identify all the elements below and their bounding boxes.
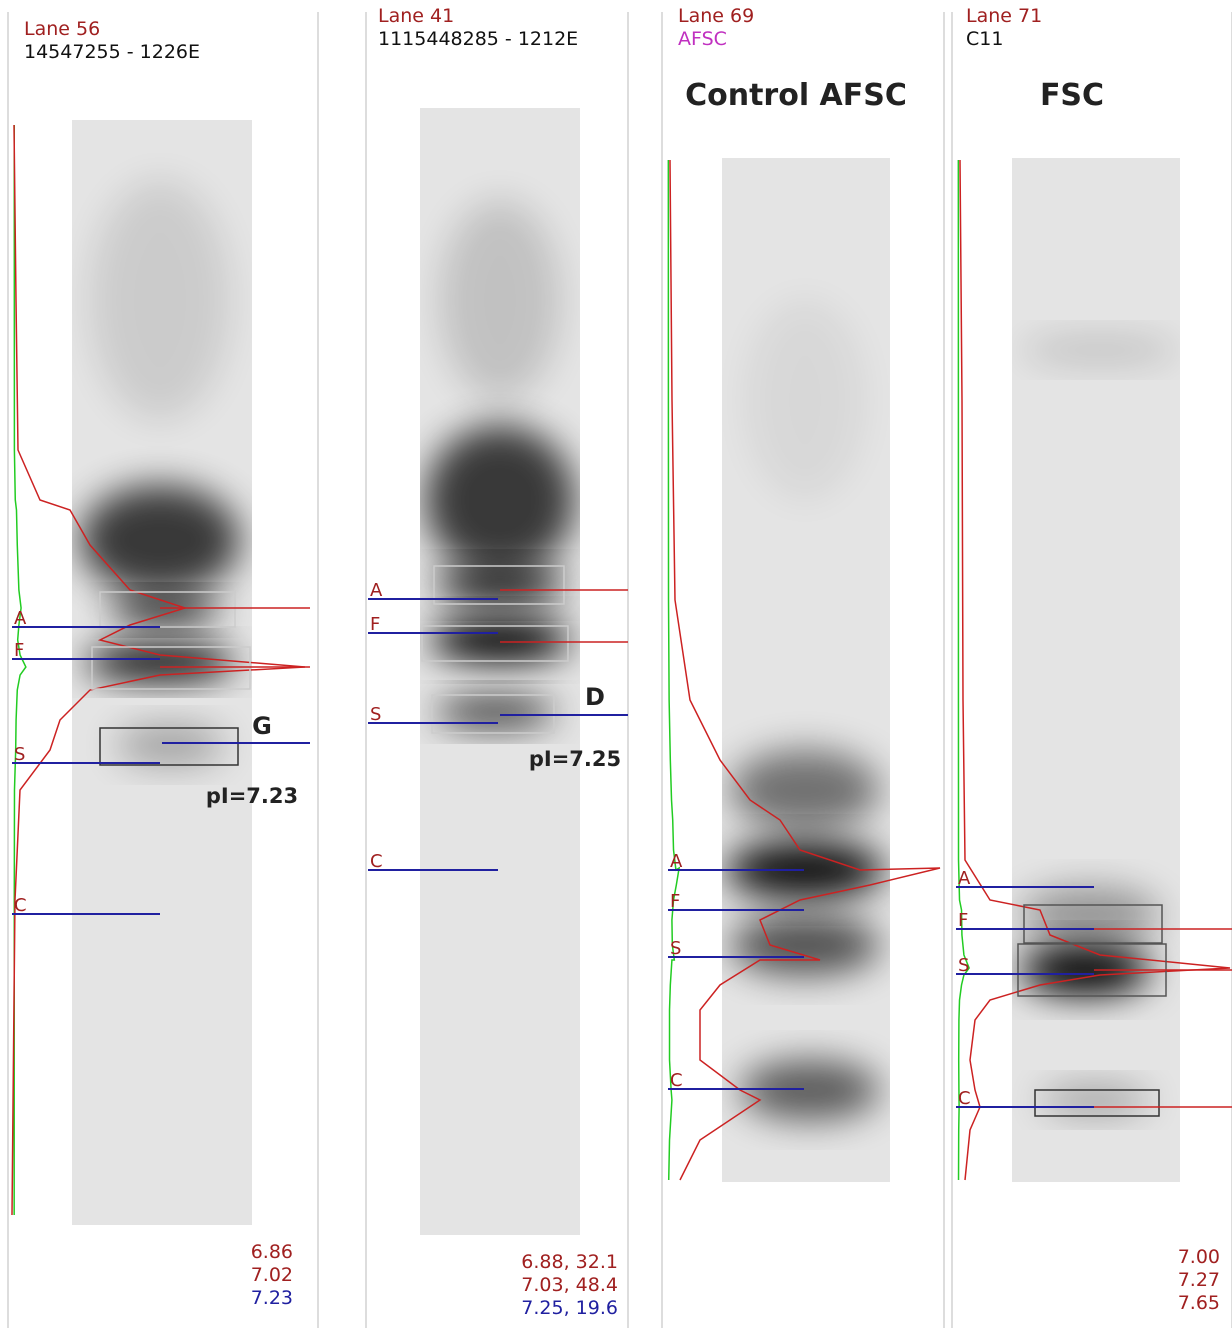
gel-band xyxy=(425,425,575,575)
marker-label: C xyxy=(14,895,27,916)
marker-label: F xyxy=(14,640,24,661)
marker-label: A xyxy=(958,868,971,889)
pi-value: 7.27 xyxy=(1178,1269,1220,1291)
marker-label: A xyxy=(14,608,27,629)
marker-label: F xyxy=(670,891,680,912)
annotation: G xyxy=(252,712,272,740)
gel-band xyxy=(1020,887,1160,943)
gel-band xyxy=(1020,335,1180,365)
baseline-trace xyxy=(667,159,681,1181)
gel-band xyxy=(80,485,240,595)
gel-band xyxy=(725,842,885,898)
gel-bands xyxy=(80,180,240,765)
sample-label: 14547255 - 1226E xyxy=(24,41,200,63)
gel-bands xyxy=(425,200,575,728)
gel-band xyxy=(730,750,880,830)
density-trace xyxy=(959,159,1231,1181)
pi-value: 7.65 xyxy=(1178,1292,1220,1314)
pi-value: 7.23 xyxy=(251,1287,293,1309)
baseline-trace xyxy=(13,124,27,1216)
marker-label: C xyxy=(958,1088,971,1109)
sample-label: C11 xyxy=(966,28,1003,50)
gel-band xyxy=(85,644,235,680)
lane-label: Lane 56 xyxy=(24,18,100,40)
marker-label: C xyxy=(670,1070,683,1091)
density-trace xyxy=(669,159,941,1181)
pi-value: 7.03, 48.4 xyxy=(521,1274,618,1296)
pi-value: 6.86 xyxy=(251,1241,293,1263)
marker-label: S xyxy=(14,744,25,765)
annotation: D xyxy=(585,683,605,711)
marker-label: C xyxy=(370,851,383,872)
band-box xyxy=(91,646,251,690)
gel-band xyxy=(745,300,865,500)
gel-lane xyxy=(1012,158,1180,1182)
lane-label: Lane 69 xyxy=(678,5,754,27)
marker-label: A xyxy=(670,851,683,872)
gel-band xyxy=(435,567,565,603)
pi-label: pI=7.25 xyxy=(529,747,621,771)
gel-band xyxy=(115,725,225,765)
marker-label: F xyxy=(958,910,968,931)
baseline-trace xyxy=(957,159,970,1181)
marker-label: F xyxy=(370,614,380,635)
marker-label: S xyxy=(370,704,381,725)
band-box xyxy=(421,625,569,662)
marker-label: S xyxy=(958,955,969,976)
pi-value: 7.00 xyxy=(1178,1246,1220,1268)
lane-heading: FSC xyxy=(1040,78,1104,113)
band-box xyxy=(99,591,236,628)
gel-band xyxy=(440,200,560,400)
pi-value: 7.02 xyxy=(251,1264,293,1286)
sample-label: AFSC xyxy=(678,28,727,50)
gel-band xyxy=(90,180,230,420)
pi-label: pI=7.23 xyxy=(206,784,298,808)
lane-heading: Control AFSC xyxy=(685,78,907,113)
band-box xyxy=(1034,1089,1160,1117)
gel-band xyxy=(430,618,570,662)
band-box xyxy=(1023,904,1163,944)
gel-band xyxy=(740,1060,880,1120)
gel-band xyxy=(110,596,220,624)
marker-label: S xyxy=(670,938,681,959)
lane-label: Lane 41 xyxy=(378,5,454,27)
marker-label: A xyxy=(370,580,383,601)
gel-band xyxy=(730,915,880,975)
band-box xyxy=(99,727,239,766)
sample-label: 1115448285 - 1212E xyxy=(378,28,578,50)
pi-value: 7.25, 19.6 xyxy=(521,1297,618,1319)
pi-value: 6.88, 32.1 xyxy=(521,1251,618,1273)
band-box xyxy=(433,565,565,605)
gel-band xyxy=(435,696,555,728)
lane-label: Lane 71 xyxy=(966,5,1042,27)
